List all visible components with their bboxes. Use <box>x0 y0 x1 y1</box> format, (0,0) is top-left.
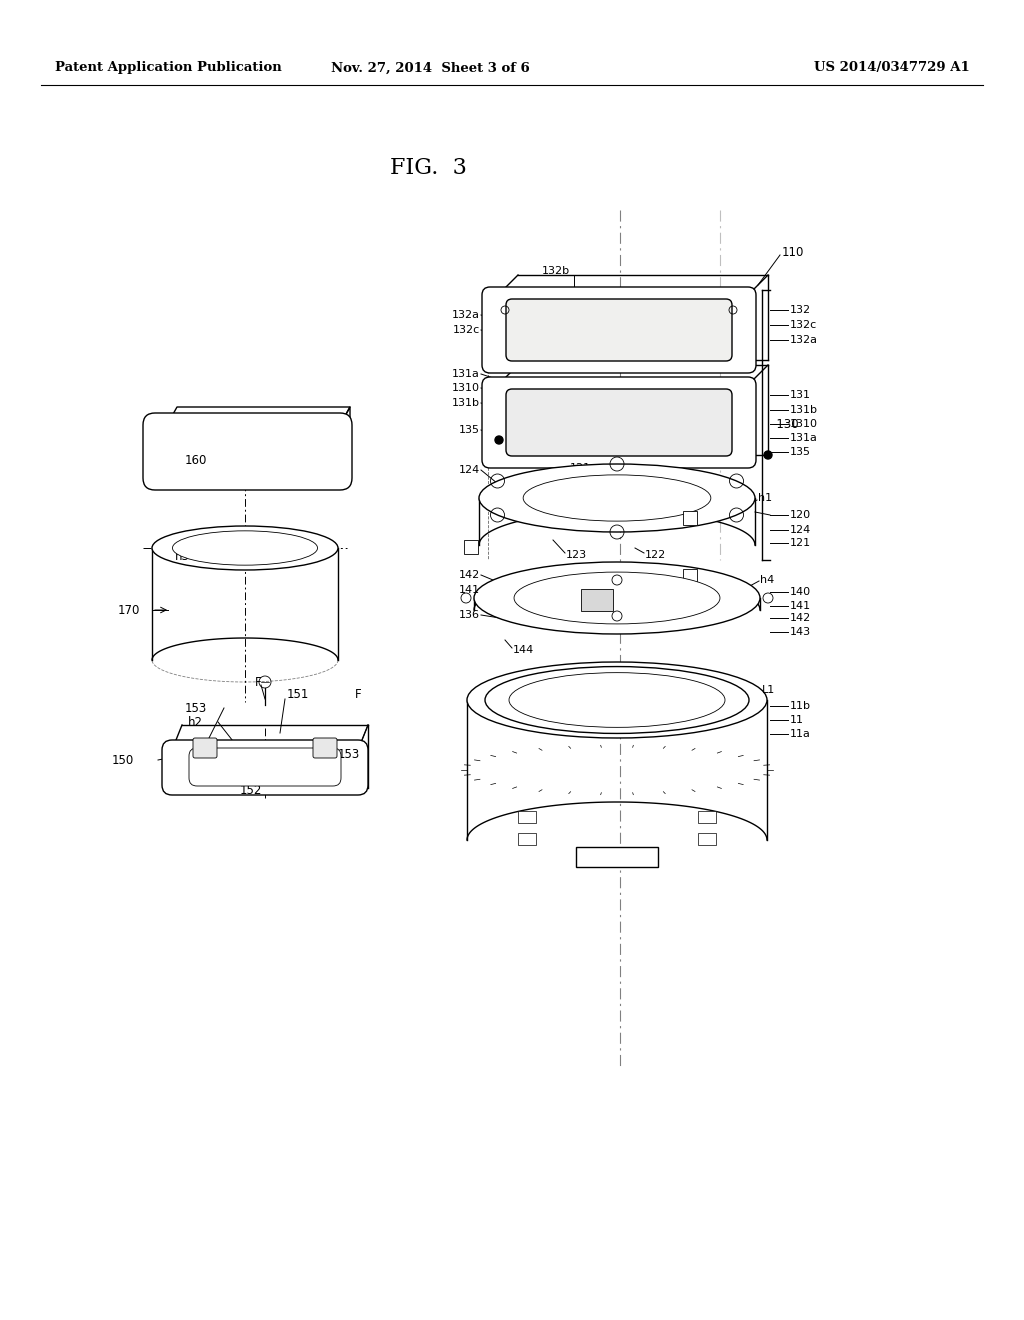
Text: 170: 170 <box>118 603 140 616</box>
Text: 11a: 11a <box>790 729 811 739</box>
Ellipse shape <box>474 562 760 634</box>
Ellipse shape <box>479 465 755 532</box>
Text: 135: 135 <box>790 447 811 457</box>
Text: L1: L1 <box>762 685 775 696</box>
Text: 124: 124 <box>459 465 480 475</box>
Text: -130: -130 <box>772 418 799 432</box>
FancyBboxPatch shape <box>143 413 352 490</box>
Text: 11: 11 <box>790 715 804 725</box>
Text: 160: 160 <box>185 454 208 466</box>
FancyBboxPatch shape <box>313 738 337 758</box>
Text: 132a: 132a <box>452 310 480 319</box>
Text: 142: 142 <box>790 612 811 623</box>
Text: 141: 141 <box>790 601 811 611</box>
Text: 141: 141 <box>459 585 480 595</box>
Circle shape <box>495 436 503 444</box>
Text: FIG.  3: FIG. 3 <box>390 157 467 180</box>
Text: 142: 142 <box>459 570 480 579</box>
Text: 132b: 132b <box>542 267 570 276</box>
FancyBboxPatch shape <box>482 286 756 374</box>
Text: 151: 151 <box>287 689 309 701</box>
Text: 135: 135 <box>459 425 480 436</box>
Ellipse shape <box>523 475 711 521</box>
Text: 150: 150 <box>112 754 134 767</box>
FancyBboxPatch shape <box>683 569 697 583</box>
FancyBboxPatch shape <box>581 589 613 611</box>
Ellipse shape <box>509 673 725 727</box>
Ellipse shape <box>514 572 720 624</box>
Text: 132: 132 <box>790 305 811 315</box>
Text: US 2014/0347729 A1: US 2014/0347729 A1 <box>814 62 970 74</box>
Ellipse shape <box>172 531 317 565</box>
Text: F: F <box>355 689 361 701</box>
Text: 132c: 132c <box>453 325 480 335</box>
Text: 131: 131 <box>790 389 811 400</box>
Text: 121: 121 <box>790 539 811 548</box>
FancyBboxPatch shape <box>464 540 478 554</box>
Text: 131a: 131a <box>453 370 480 379</box>
FancyBboxPatch shape <box>518 812 536 824</box>
Text: 132c: 132c <box>790 319 817 330</box>
Text: h2: h2 <box>188 715 203 729</box>
Text: 136: 136 <box>459 610 480 620</box>
FancyBboxPatch shape <box>698 833 716 845</box>
Text: 131b: 131b <box>790 405 818 414</box>
Text: 153: 153 <box>338 748 360 762</box>
Text: Patent Application Publication: Patent Application Publication <box>55 62 282 74</box>
Text: Nov. 27, 2014  Sheet 3 of 6: Nov. 27, 2014 Sheet 3 of 6 <box>331 62 529 74</box>
Text: 153: 153 <box>185 701 207 714</box>
Circle shape <box>764 451 772 459</box>
Text: 131a: 131a <box>790 433 818 444</box>
Ellipse shape <box>467 663 767 738</box>
Text: h3: h3 <box>175 550 189 564</box>
Text: 132a: 132a <box>790 335 818 345</box>
Text: 121: 121 <box>570 463 591 473</box>
Text: h1: h1 <box>758 492 772 503</box>
FancyBboxPatch shape <box>162 741 368 795</box>
FancyBboxPatch shape <box>518 833 536 845</box>
Text: 120: 120 <box>790 510 811 520</box>
Text: 123: 123 <box>566 550 587 560</box>
Text: 131b: 131b <box>452 399 480 408</box>
Text: F: F <box>255 676 261 689</box>
FancyBboxPatch shape <box>482 378 756 469</box>
Text: h4: h4 <box>760 576 774 585</box>
Text: 143: 143 <box>790 627 811 638</box>
FancyBboxPatch shape <box>189 748 341 785</box>
Text: 140: 140 <box>790 587 811 597</box>
Text: 144: 144 <box>513 645 535 655</box>
Text: 124: 124 <box>790 525 811 535</box>
Ellipse shape <box>152 525 338 570</box>
FancyBboxPatch shape <box>506 300 732 360</box>
Text: 132b: 132b <box>590 403 618 413</box>
FancyBboxPatch shape <box>575 846 658 867</box>
FancyBboxPatch shape <box>683 511 697 524</box>
FancyBboxPatch shape <box>698 812 716 824</box>
FancyBboxPatch shape <box>193 738 217 758</box>
Ellipse shape <box>485 667 749 734</box>
Text: 110: 110 <box>782 247 805 260</box>
Text: 1310: 1310 <box>452 383 480 393</box>
Text: 1310: 1310 <box>790 418 818 429</box>
Text: 122: 122 <box>645 550 667 560</box>
Text: 11b: 11b <box>790 701 811 711</box>
FancyBboxPatch shape <box>506 389 732 455</box>
Text: 152: 152 <box>240 784 262 796</box>
